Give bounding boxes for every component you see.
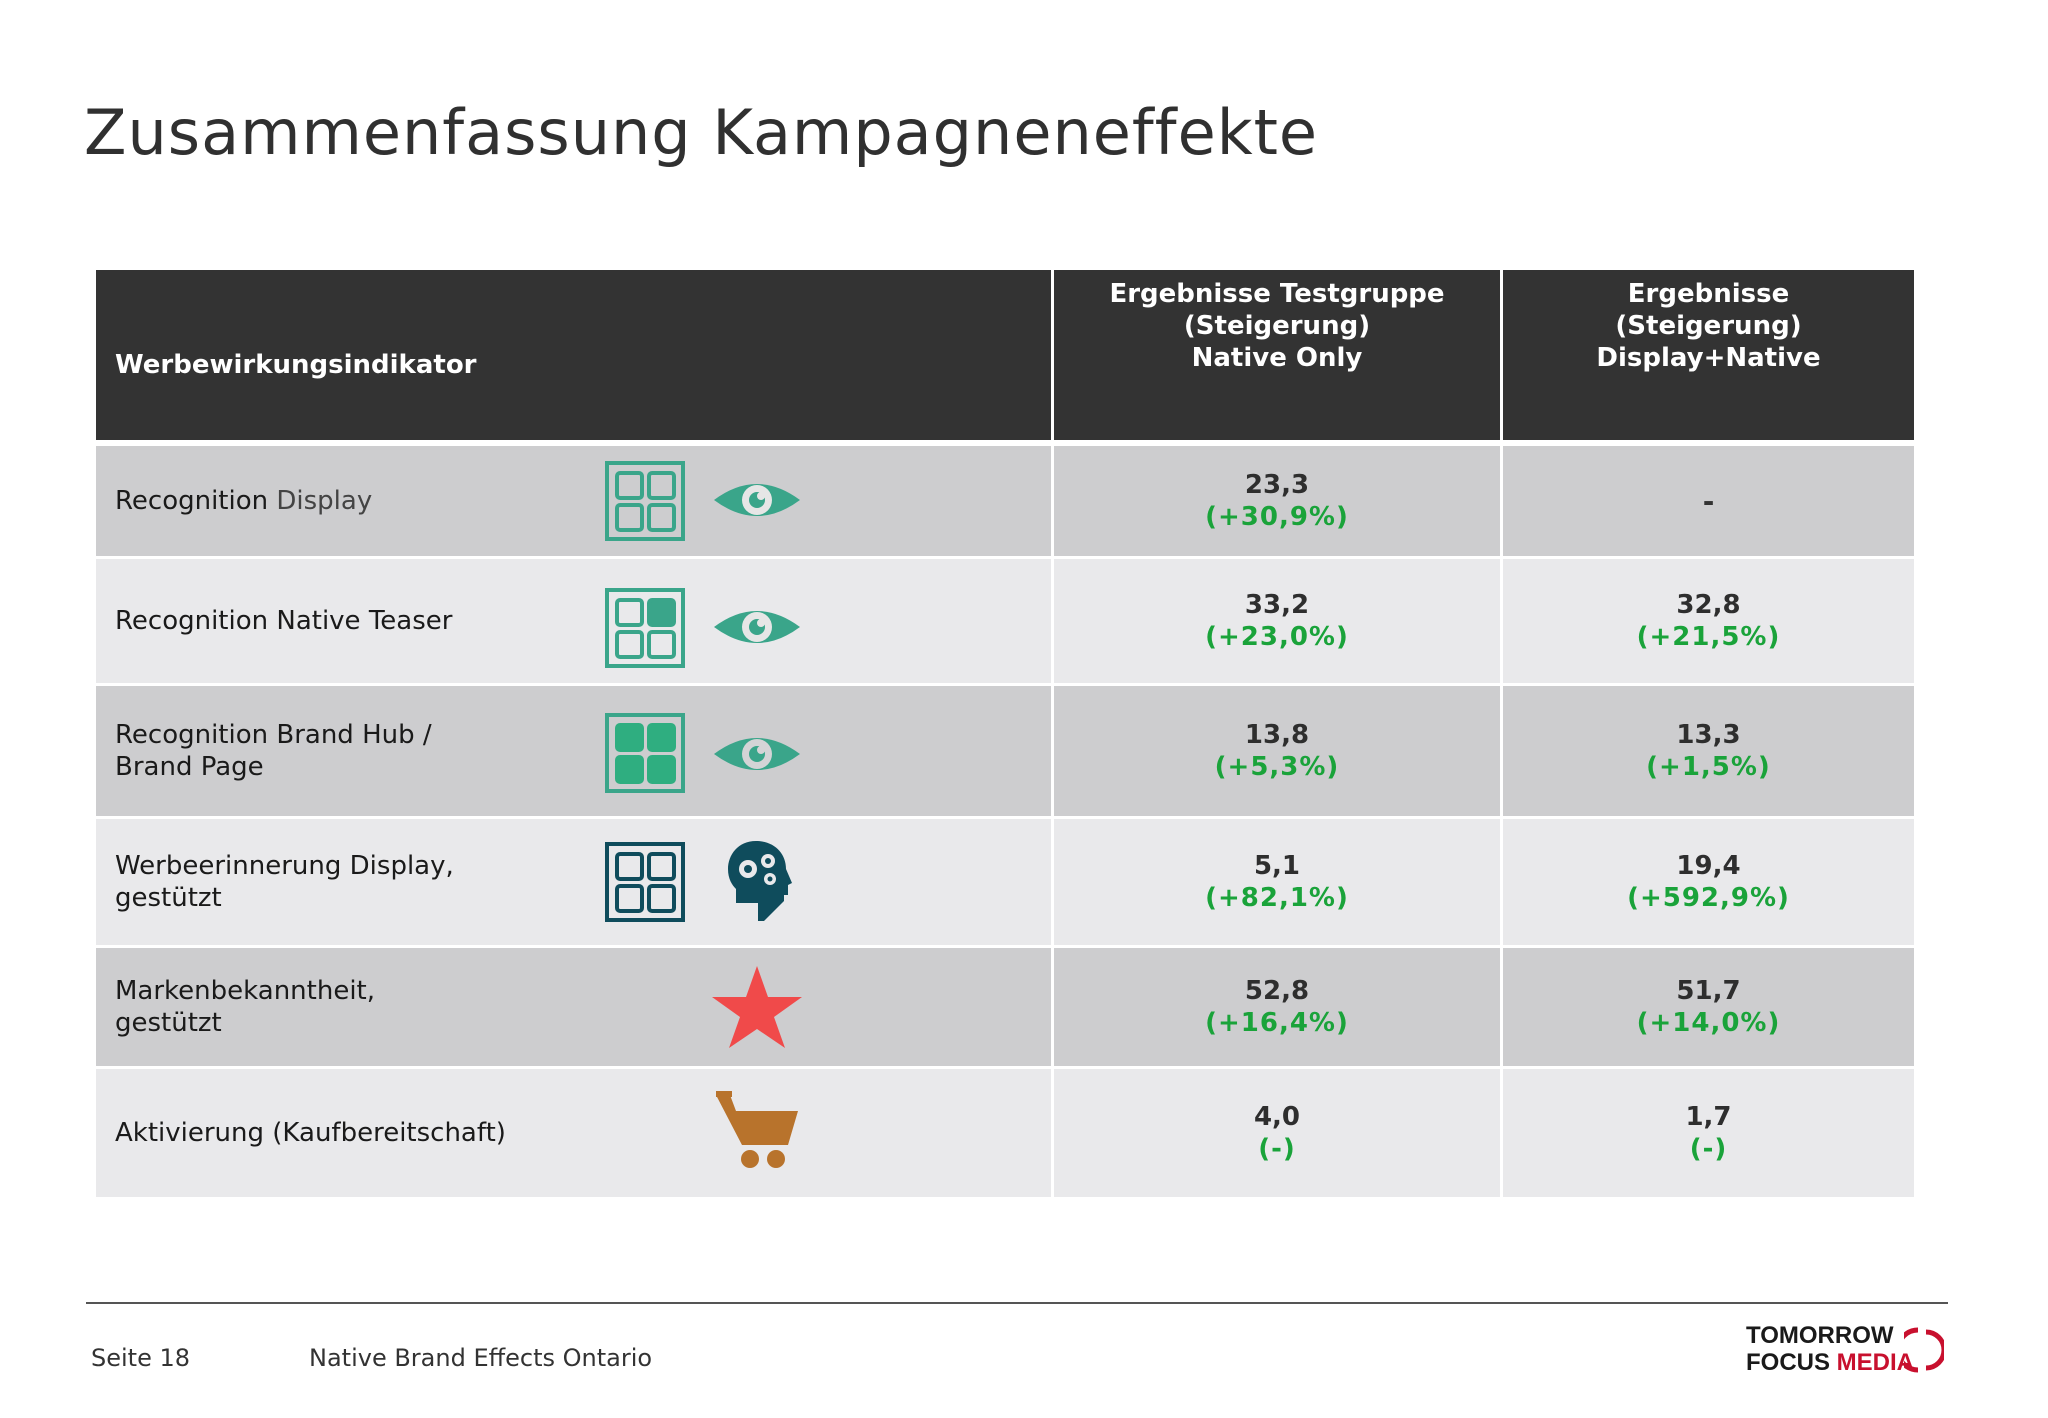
grid-filled-icon bbox=[605, 713, 685, 793]
table-row: Werbeerinnerung Display, gestützt 5,1 (+… bbox=[96, 819, 1914, 945]
row-label: Recognition Brand Hub / Brand Page bbox=[115, 720, 432, 782]
company-logo: TOMORROW FOCUS MEDIA bbox=[1746, 1322, 1946, 1378]
row-label: Werbeerinnerung Display, gestützt bbox=[115, 851, 454, 913]
display-native-cell: 32,8 (+21,5%) bbox=[1503, 559, 1914, 683]
header-indicator: Werbewirkungsindikator bbox=[96, 270, 1051, 440]
eye-icon bbox=[714, 738, 800, 770]
page-title: Zusammenfassung Kampagneneffekte bbox=[84, 96, 1319, 169]
native-only-cell: 4,0 (-) bbox=[1054, 1069, 1500, 1197]
shopping-cart-icon bbox=[716, 1091, 798, 1168]
row-label: Recognition Native Teaser bbox=[115, 606, 453, 636]
footer-divider bbox=[86, 1302, 1948, 1304]
native-only-cell: 23,3 (+30,9%) bbox=[1054, 446, 1500, 556]
eye-icon bbox=[714, 611, 800, 643]
logo-arc-icon bbox=[1904, 1327, 1944, 1373]
table-row: Aktivierung (Kaufbereitschaft) 4,0 (-) 1… bbox=[96, 1069, 1914, 1197]
eye-icon bbox=[714, 484, 800, 516]
display-native-cell: 13,3 (+1,5%) bbox=[1503, 686, 1914, 816]
header-indicator-label: Werbewirkungsindikator bbox=[115, 350, 477, 380]
display-native-cell: - bbox=[1503, 446, 1914, 556]
header-native-only: Ergebnisse Testgruppe (Steigerung) Nativ… bbox=[1054, 270, 1500, 440]
native-only-cell: 33,2 (+23,0%) bbox=[1054, 559, 1500, 683]
row-label: Markenbekanntheit, gestützt bbox=[115, 976, 375, 1038]
display-native-cell: 51,7 (+14,0%) bbox=[1503, 948, 1914, 1066]
native-only-cell: 52,8 (+16,4%) bbox=[1054, 948, 1500, 1066]
table-row: Markenbekanntheit, gestützt 52,8 (+16,4%… bbox=[96, 948, 1914, 1066]
grid-outline-icon bbox=[605, 461, 685, 541]
grid-one-filled-icon bbox=[605, 588, 685, 668]
native-only-cell: 5,1 (+82,1%) bbox=[1054, 819, 1500, 945]
table-row: Recognition Display 23,3 (+30,9%) - bbox=[96, 446, 1914, 556]
star-icon bbox=[712, 966, 802, 1048]
grid-outline-dark-icon bbox=[605, 842, 685, 922]
native-only-cell: 13,8 (+5,3%) bbox=[1054, 686, 1500, 816]
table-row: Recognition Brand Hub / Brand Page 13,8 … bbox=[96, 686, 1914, 816]
row-label: Aktivierung (Kaufbereitschaft) bbox=[115, 1118, 506, 1148]
display-native-cell: 19,4 (+592,9%) bbox=[1503, 819, 1914, 945]
table-row: Recognition Native Teaser 33,2 (+23,0%) … bbox=[96, 559, 1914, 683]
page-number: Seite 18 bbox=[91, 1344, 191, 1372]
header-display-native: Ergebnisse (Steigerung) Display+Native bbox=[1503, 270, 1914, 440]
footer-document-title: Native Brand Effects Ontario bbox=[309, 1344, 653, 1372]
row-label: Recognition Display bbox=[115, 486, 373, 516]
display-native-cell: 1,7 (-) bbox=[1503, 1069, 1914, 1197]
table-header-row: Werbewirkungsindikator Ergebnisse Testgr… bbox=[96, 270, 1914, 440]
head-gears-icon bbox=[728, 841, 792, 921]
